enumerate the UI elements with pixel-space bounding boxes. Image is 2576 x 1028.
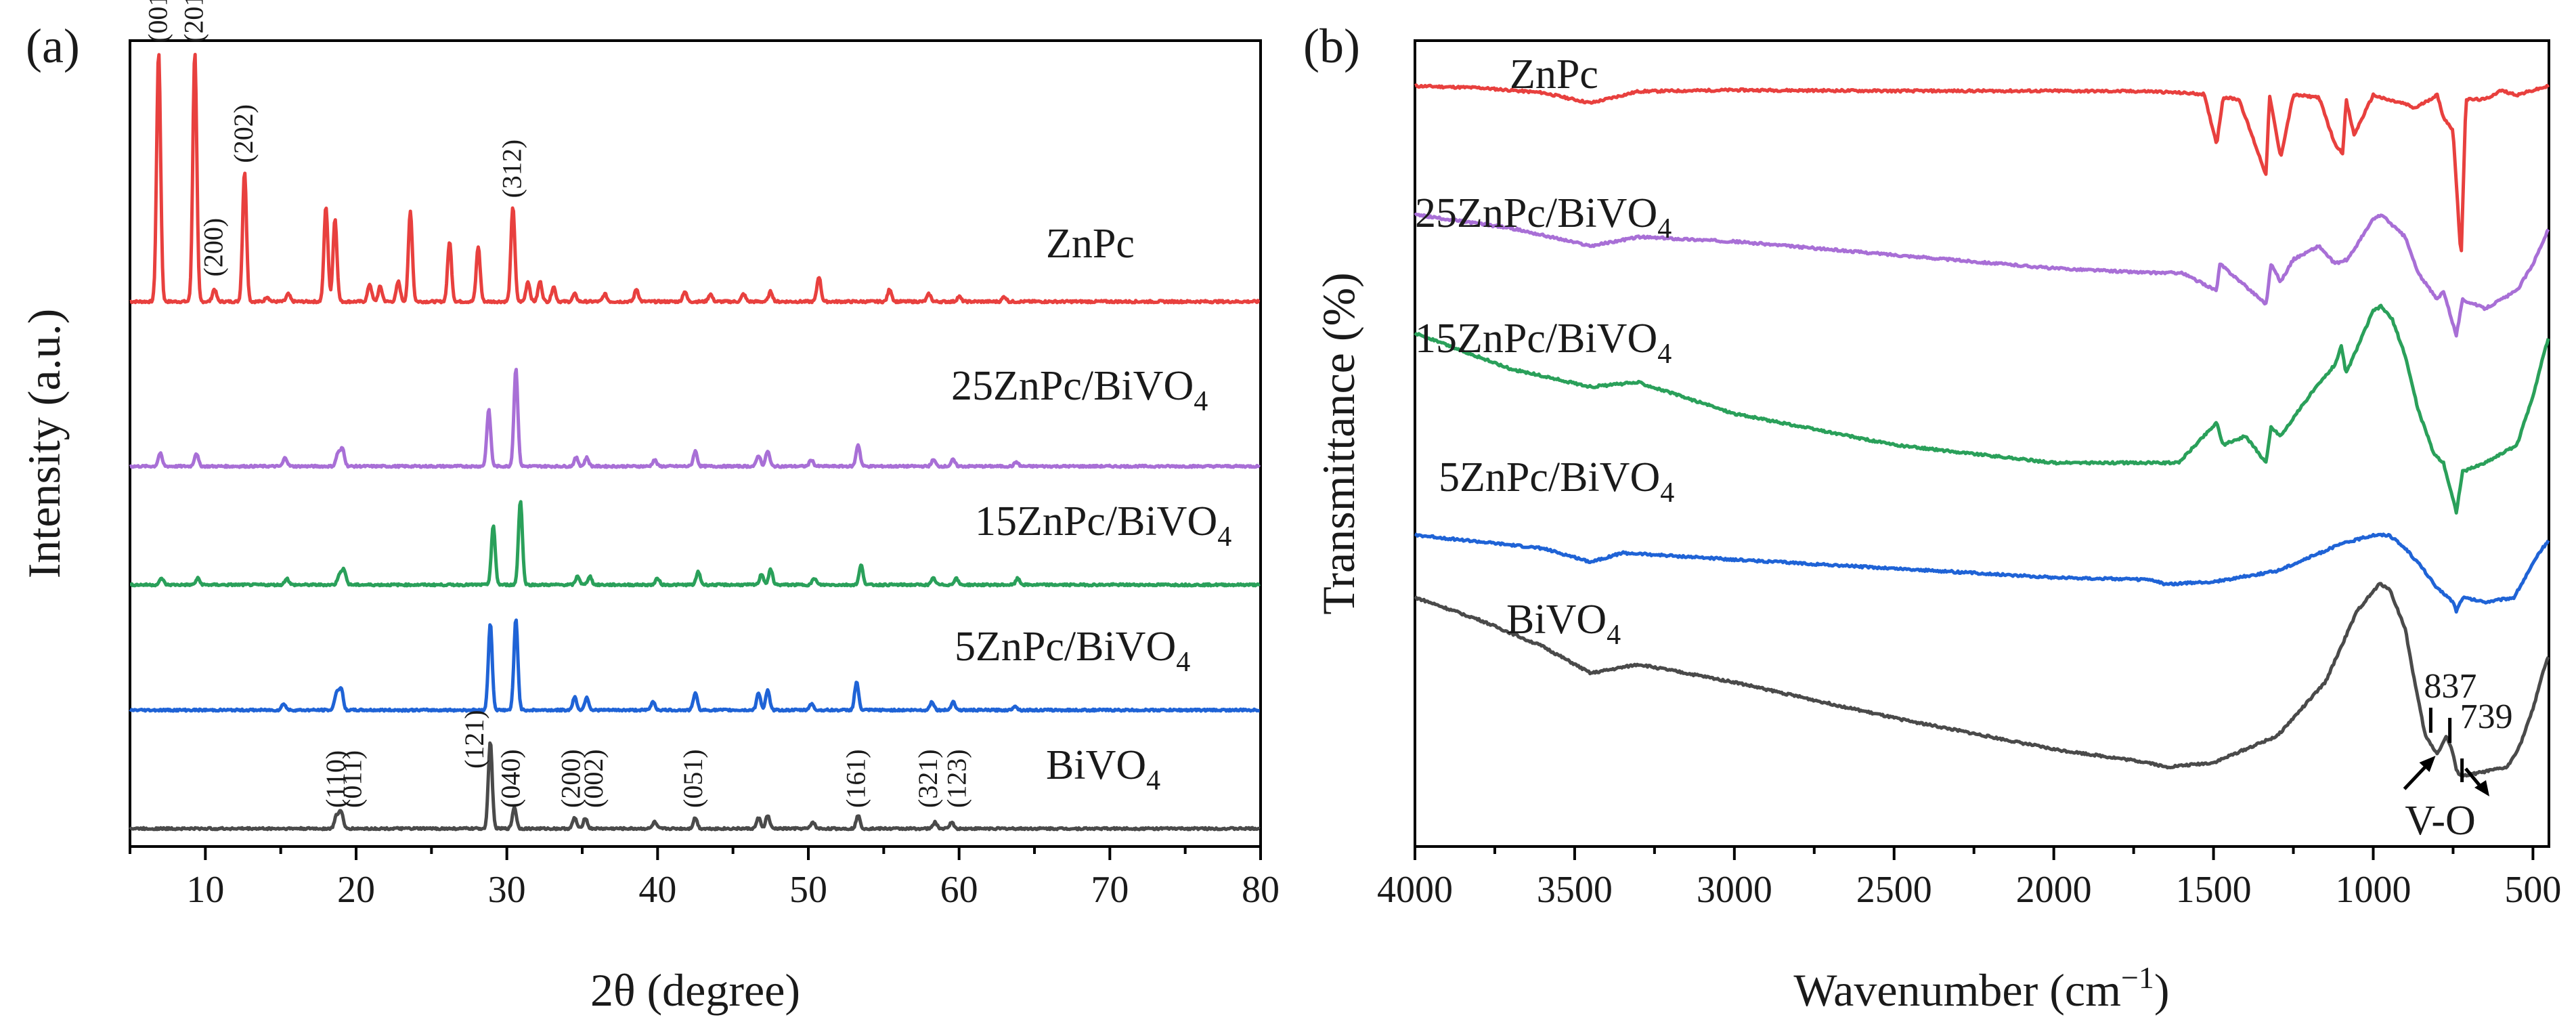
panel-a-series-label-5znpc-bivo4-main: 5ZnPc/BiVO xyxy=(955,624,1176,670)
panel-b-series-label-25znpc-bivo4-main: 25ZnPc/BiVO xyxy=(1415,190,1657,236)
panel-b-annotation-739: 739 xyxy=(2460,698,2513,736)
panel-a-series-label-5znpc-bivo4-subscript: 4 xyxy=(1176,647,1190,678)
panel-a-peak-annotation: (200) xyxy=(198,218,229,277)
panel-a-y-axis-label: Intensity (a.u.) xyxy=(18,309,70,578)
panel-a-series-15znpc-bivo4 xyxy=(129,500,1261,588)
panel-b-x-axis-label-main: Wavenumber (cm xyxy=(1793,964,2121,1016)
panel-a-peak-annotation: (202) xyxy=(228,104,259,163)
panel-a-series-label-znpc: ZnPc xyxy=(1046,221,1135,267)
panel-a-x-tick-label: 40 xyxy=(638,869,676,911)
panel-b-x-tick-label: 500 xyxy=(2504,869,2561,911)
panel-b-series-label-bivo4-main: BiVO xyxy=(1506,597,1607,643)
panel-b-series-label-znpc: ZnPc xyxy=(1510,51,1598,98)
panel-a-peak-annotations: (001) (201) (200) (202) (312) (110)(011) (121)… xyxy=(142,0,972,808)
panel-a-series-label-bivo4-subscript: 4 xyxy=(1146,765,1160,796)
panel-b-series-label-bivo4-subscript: 4 xyxy=(1607,620,1621,651)
panel-a-series-znpc xyxy=(129,53,1261,305)
panel-b-series-label-15znpc-bivo4-main: 15ZnPc/BiVO xyxy=(1415,316,1657,362)
panel-a-series-25znpc-bivo4 xyxy=(129,368,1261,469)
panel-a-peak-annotation: (001) xyxy=(142,0,173,43)
panel-a-x-tick-label: 20 xyxy=(337,869,375,911)
panel-b-series-bivo4 xyxy=(1414,582,2550,778)
panel-b-x-tick-label: 3000 xyxy=(1697,869,1772,911)
panel-a-peak-annotation: (201) xyxy=(179,0,209,43)
panel-b-x-axis-label-end: ) xyxy=(2154,964,2170,1016)
panel-b-series-label-bivo4: BiVO4 xyxy=(1506,597,1621,651)
panel-b-plot-frame xyxy=(1414,39,2550,848)
panel-a-x-tick-label: 10 xyxy=(186,869,224,911)
panel-a-series-label-25znpc-bivo4: 25ZnPc/BiVO4 xyxy=(951,363,1208,417)
panel-a-x-axis-label: 2θ (degree) xyxy=(590,964,800,1016)
panel-a-plot-frame xyxy=(129,39,1262,848)
panel-b-x-ticks: 4000 3500 3000 2500 2000 1500 1000 500 xyxy=(1377,847,2561,911)
panel-a-series-label-bivo4-main: BiVO xyxy=(1046,742,1146,788)
panel-a-x-tick-label: 50 xyxy=(789,869,827,911)
panel-b-series xyxy=(1414,83,2550,778)
panel-b-arrowhead-837 xyxy=(2419,756,2436,772)
panel-a-xrd-chart: (a) 10 20 30 40 50 60 70 80 ZnPc25ZnPc/BiVO415Z… xyxy=(18,0,1280,1016)
panel-b-label: (b) xyxy=(1303,19,1360,73)
panel-b-x-tick-label: 2500 xyxy=(1856,869,1932,911)
panel-a-series-label-bivo4: BiVO4 xyxy=(1046,742,1160,796)
panel-a-series-label-15znpc-bivo4: 15ZnPc/BiVO4 xyxy=(975,498,1231,553)
panel-b-series-15znpc-bivo4 xyxy=(1414,303,2550,515)
panel-b-x-tick-label: 2000 xyxy=(2016,869,2092,911)
panel-b-series-label-5znpc-bivo4-main: 5ZnPc/BiVO xyxy=(1439,454,1660,500)
panel-a-peak-annotation: (123) xyxy=(941,749,972,808)
panel-a-series-label-25znpc-bivo4-main: 25ZnPc/BiVO xyxy=(951,363,1194,409)
panel-b-series-labels: ZnPc25ZnPc/BiVO415ZnPc/BiVO45ZnPc/BiVO4B… xyxy=(1415,51,1674,651)
panel-a-peak-annotation: (161) xyxy=(840,749,871,808)
panel-a-series xyxy=(129,53,1261,832)
panel-b-series-znpc xyxy=(1414,83,2550,253)
panel-b-series-label-15znpc-bivo4-subscript: 4 xyxy=(1657,339,1672,370)
panel-a-series-label-znpc-main: ZnPc xyxy=(1046,221,1135,267)
panel-b-x-tick-label: 4000 xyxy=(1377,869,1453,911)
panel-b-series-5znpc-bivo4 xyxy=(1414,532,2550,614)
panel-b-series-label-15znpc-bivo4: 15ZnPc/BiVO4 xyxy=(1415,316,1672,370)
panel-a-peak-annotation: (011) xyxy=(337,750,368,808)
panel-b-ftir-chart: (b) 4000 3500 3000 2500 2000 1500 1000 500 ZnPc… xyxy=(1303,19,2561,1016)
panel-a-series-labels: ZnPc25ZnPc/BiVO415ZnPc/BiVO45ZnPc/BiVO4B… xyxy=(951,221,1231,796)
panel-a-peak-annotation: (121) xyxy=(459,710,489,769)
panel-b-x-tick-label: 1000 xyxy=(2335,869,2411,911)
panel-a-peak-annotation: (051) xyxy=(678,749,708,808)
panel-a-x-tick-label: 60 xyxy=(940,869,978,911)
panel-b-series-label-25znpc-bivo4: 25ZnPc/BiVO4 xyxy=(1415,190,1672,244)
panel-a-peak-annotation: (110) xyxy=(320,750,351,808)
panel-b-series-label-25znpc-bivo4-subscript: 4 xyxy=(1657,213,1672,244)
panel-b-x-axis-label-superscript: −1 xyxy=(2121,960,2154,995)
panel-a-peak-annotation: (002) xyxy=(578,749,609,808)
panel-b-series-label-5znpc-bivo4-subscript: 4 xyxy=(1660,477,1674,509)
panel-a-series-label-5znpc-bivo4: 5ZnPc/BiVO4 xyxy=(955,624,1190,678)
panel-a-label: (a) xyxy=(26,19,80,73)
panel-a-series-label-15znpc-bivo4-subscript: 4 xyxy=(1217,521,1231,553)
panel-b-series-label-5znpc-bivo4: 5ZnPc/BiVO4 xyxy=(1439,454,1674,509)
panel-a-x-tick-label: 80 xyxy=(1242,869,1280,911)
panel-b-x-tick-label: 3500 xyxy=(1537,869,1613,911)
panel-b-annotation-837: 837 xyxy=(2424,667,2476,706)
panel-a-series-5znpc-bivo4 xyxy=(129,618,1261,713)
panel-b-series-label-znpc-main: ZnPc xyxy=(1510,51,1598,98)
panel-b-y-axis-label: Transmittance (%) xyxy=(1313,272,1364,614)
panel-a-series-bivo4 xyxy=(129,741,1261,832)
panel-a-x-tick-label: 30 xyxy=(488,869,526,911)
panel-a-peak-annotation: (312) xyxy=(497,140,527,198)
panel-b-annotation-v-o: V-O xyxy=(2405,798,2476,844)
panel-a-peak-annotation: (321) xyxy=(913,749,943,808)
panel-b-x-tick-label: 1500 xyxy=(2176,869,2252,911)
panel-a-series-label-25znpc-bivo4-subscript: 4 xyxy=(1194,386,1208,417)
panel-a-peak-annotation: (040) xyxy=(495,749,525,808)
panel-a-peak-annotation: (200) xyxy=(555,749,586,808)
panel-b-arrow-837 xyxy=(2403,763,2430,790)
panel-a-series-label-15znpc-bivo4-main: 15ZnPc/BiVO xyxy=(975,498,1217,544)
panel-b-series-25znpc-bivo4 xyxy=(1414,212,2550,338)
panel-a-x-tick-label: 70 xyxy=(1091,869,1129,911)
panel-b-arrowhead-739 xyxy=(2474,780,2490,796)
panel-b-x-axis-label: Wavenumber (cm−1) xyxy=(1793,960,2169,1016)
panel-a-x-ticks: 10 20 30 40 50 60 70 80 xyxy=(129,847,1280,911)
